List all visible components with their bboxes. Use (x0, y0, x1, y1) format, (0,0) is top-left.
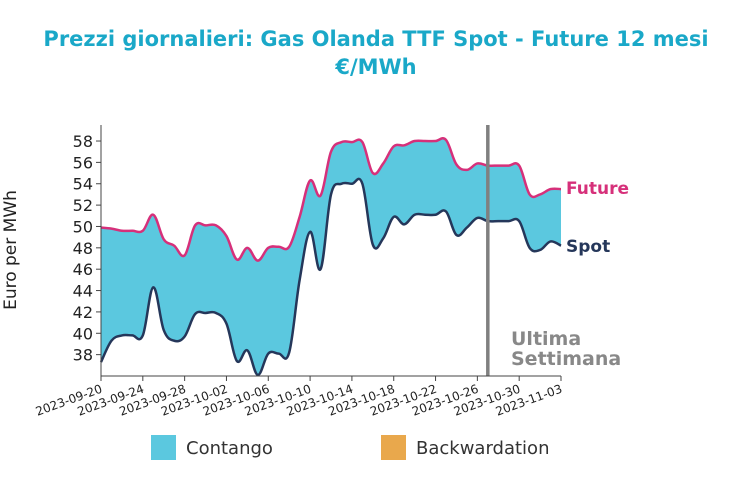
contango-area-layer (101, 138, 561, 375)
annotation-settimana: Settimana (511, 348, 621, 370)
y-axis-label: Euro per MWh (1, 190, 21, 310)
y-tick-label: 40 (73, 324, 93, 343)
legend-swatch-contango (151, 435, 176, 460)
series-line-future (100, 137, 562, 262)
chart-subtitle: €/MWh (334, 55, 416, 79)
y-tick-label: 58 (73, 132, 93, 151)
y-tick-label: 48 (73, 239, 93, 258)
series-label-spot: Spot (566, 237, 610, 257)
legend-swatch-backwardation (381, 435, 406, 460)
y-tick-label: 44 (73, 282, 93, 301)
y-tick-label: 54 (73, 175, 93, 194)
y-axis-ticks: 38 40 42 44 46 48 50 52 54 56 58 (73, 132, 101, 365)
x-axis-ticks: 2023-09-202023-09-242023-09-282023-10-02… (34, 376, 564, 419)
chart-title: Prezzi giornalieri: Gas Olanda TTF Spot … (43, 27, 708, 51)
y-tick-label: 38 (73, 346, 93, 365)
legend-label-backwardation: Backwardation (416, 438, 549, 459)
legend-label-contango: Contango (186, 438, 273, 459)
series-lines (99, 137, 562, 377)
y-tick-label: 56 (73, 153, 93, 172)
annotation-ultima: Ultima (511, 328, 581, 350)
y-tick-label: 46 (73, 260, 93, 279)
y-tick-label: 50 (73, 217, 93, 236)
axes (100, 125, 561, 377)
series-label-future: Future (566, 179, 629, 199)
contango-area (101, 138, 561, 375)
y-tick-label: 52 (73, 196, 93, 215)
series-line-spot (99, 177, 562, 377)
y-tick-label: 42 (73, 303, 93, 322)
